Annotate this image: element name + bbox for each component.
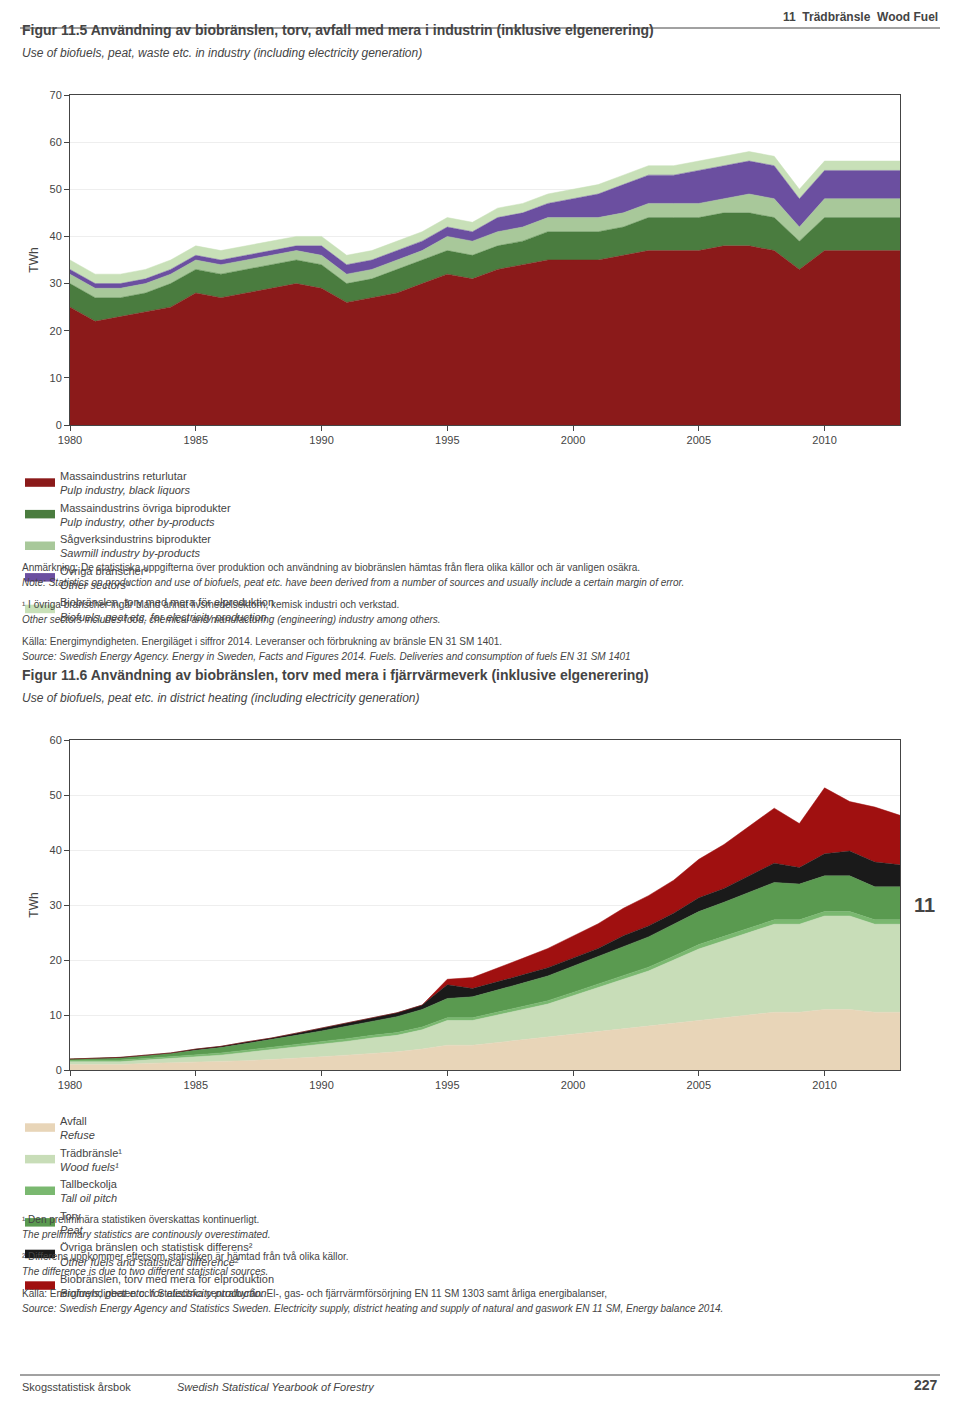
svg-text:AvfallRefuse: AvfallRefuse [60, 1115, 95, 1141]
svg-text:¹ I övriga branscher ingår bla: ¹ I övriga branscher ingår bland annat l… [22, 599, 399, 610]
svg-text:30: 30 [50, 277, 62, 289]
svg-text:Figur 11.5 Användning av biobr: Figur 11.5 Användning av biobränslen, to… [22, 22, 654, 38]
svg-text:1980: 1980 [58, 434, 82, 446]
svg-text:Sågverksindustrins biprodukter: Sågverksindustrins biprodukterSawmill in… [60, 533, 211, 559]
svg-text:11: 11 [914, 894, 935, 916]
svg-text:TWh: TWh [27, 247, 41, 272]
svg-text:60: 60 [50, 136, 62, 148]
svg-text:2005: 2005 [687, 434, 711, 446]
svg-text:The preliminary statistics are: The preliminary statistics are continous… [22, 1229, 270, 1240]
svg-text:50: 50 [50, 789, 62, 801]
svg-text:Källa: Energimyndigheten och S: Källa: Energimyndigheten och Statistiska… [22, 1288, 607, 1299]
svg-text:1995: 1995 [435, 434, 459, 446]
svg-text:20: 20 [50, 325, 62, 337]
svg-text:Other sectors includes food, c: Other sectors includes food, chemical an… [22, 614, 441, 625]
svg-text:0: 0 [56, 1064, 62, 1076]
svg-text:TallbeckoljaTall oil pitch: TallbeckoljaTall oil pitch [60, 1178, 118, 1204]
svg-text:11 Trädbränsle Wood Fuel: 11 Trädbränsle Wood Fuel [783, 10, 938, 24]
svg-text:Biobränslen, torv med mera för: Biobränslen, torv med mera för elprodukt… [60, 596, 274, 622]
svg-text:1985: 1985 [184, 434, 208, 446]
svg-text:60: 60 [50, 734, 62, 746]
svg-text:Källa: Energimyndigheten. Ener: Källa: Energimyndigheten. Energiläget i … [22, 636, 502, 647]
svg-text:Use of biofuels, peat etc. in: Use of biofuels, peat etc. in district h… [22, 691, 420, 705]
svg-text:Övriga branscher¹Other sectors: Övriga branscher¹Other sectors¹ [60, 565, 148, 591]
svg-text:Figur 11.6 Användning av biobr: Figur 11.6 Användning av biobränslen, to… [22, 667, 649, 683]
svg-text:Anmärkning: De statistiska upp: Anmärkning: De statistiska uppgifterna ö… [22, 562, 640, 573]
svg-text:The difference is due to two d: The difference is due to two different s… [22, 1266, 268, 1277]
svg-text:1990: 1990 [309, 434, 333, 446]
svg-text:10: 10 [50, 1009, 62, 1021]
svg-text:70: 70 [50, 89, 62, 101]
svg-text:² Differens uppkommer eftersom: ² Differens uppkommer eftersom statistik… [22, 1251, 349, 1262]
svg-text:Trädbränsle¹Wood fuels¹: Trädbränsle¹Wood fuels¹ [60, 1147, 122, 1173]
svg-text:TWh: TWh [27, 892, 41, 917]
svg-text:¹ Den preliminära statistiken: ¹ Den preliminära statistiken överskatta… [22, 1214, 259, 1225]
svg-text:1985: 1985 [184, 1079, 208, 1091]
svg-text:10: 10 [50, 372, 62, 384]
svg-text:Note: Statistics on production: Note: Statistics on production and use o… [22, 577, 684, 588]
svg-text:0: 0 [56, 419, 62, 431]
svg-text:Source: Swedish Energy Agency: Source: Swedish Energy Agency and Statis… [22, 1303, 723, 1314]
svg-text:2000: 2000 [561, 1079, 585, 1091]
svg-text:30: 30 [50, 899, 62, 911]
svg-text:Biobränslen, torv med mera för: Biobränslen, torv med mera för elprodukt… [60, 1273, 274, 1299]
svg-text:227: 227 [914, 1377, 938, 1393]
svg-text:Massaindustrins returlutarPulp: Massaindustrins returlutarPulp industry,… [60, 470, 191, 496]
svg-text:40: 40 [50, 844, 62, 856]
svg-text:1990: 1990 [309, 1079, 333, 1091]
svg-text:Skogsstatistisk årsbok: Skogsstatistisk årsbok [22, 1381, 131, 1393]
svg-text:1995: 1995 [435, 1079, 459, 1091]
svg-text:2000: 2000 [561, 434, 585, 446]
svg-text:2005: 2005 [687, 1079, 711, 1091]
svg-text:20: 20 [50, 954, 62, 966]
svg-text:Swedish Statistical Yearbook o: Swedish Statistical Yearbook of Forestry [177, 1381, 375, 1393]
svg-text:Use of biofuels, peat, waste e: Use of biofuels, peat, waste etc. in ind… [22, 46, 422, 60]
svg-text:50: 50 [50, 183, 62, 195]
svg-text:2010: 2010 [812, 1079, 836, 1091]
svg-text:40: 40 [50, 230, 62, 242]
svg-text:Massaindustrins övriga biprodu: Massaindustrins övriga biprodukterPulp i… [60, 502, 231, 528]
svg-text:2010: 2010 [812, 434, 836, 446]
svg-text:1980: 1980 [58, 1079, 82, 1091]
svg-text:Source: Swedish Energy Agency.: Source: Swedish Energy Agency. Energy in… [22, 651, 631, 662]
svg-text:TorvPeat: TorvPeat [60, 1210, 84, 1236]
svg-text:Övriga bränslen och statistisk: Övriga bränslen och statistisk differens… [60, 1241, 253, 1267]
